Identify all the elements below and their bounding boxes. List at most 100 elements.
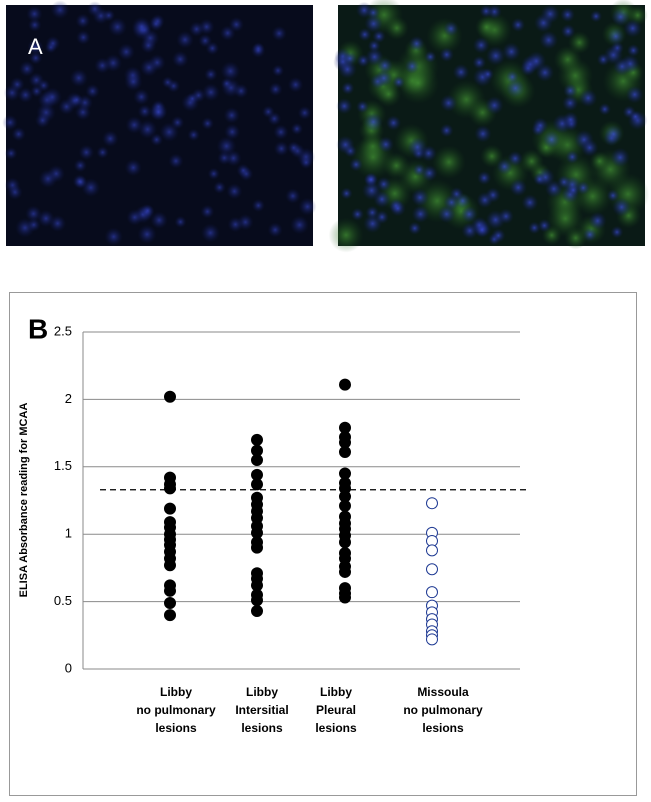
cell — [340, 187, 353, 200]
data-point — [251, 433, 263, 446]
cell — [474, 125, 492, 143]
cell — [223, 107, 240, 124]
x-tick-label: Pleural — [316, 703, 356, 717]
cell — [3, 84, 21, 102]
cell — [236, 163, 251, 178]
cell — [141, 204, 155, 218]
y-tick-label: 2.5 — [54, 323, 72, 338]
cell — [479, 4, 493, 18]
x-tick-label: no pulmonary — [403, 703, 483, 717]
cell — [439, 47, 455, 62]
cell — [566, 183, 580, 197]
cell — [338, 59, 357, 79]
cell — [411, 188, 429, 207]
cell — [268, 82, 283, 97]
data-point — [164, 596, 176, 609]
cell — [432, 145, 466, 179]
cell — [557, 175, 571, 189]
data-point — [251, 478, 263, 491]
cell — [226, 183, 243, 200]
cell — [505, 70, 519, 84]
cell — [408, 35, 425, 52]
cell — [363, 112, 383, 132]
cell — [598, 102, 612, 116]
cell — [94, 57, 111, 74]
cell — [472, 36, 490, 54]
cell — [375, 210, 389, 225]
cell — [521, 194, 539, 211]
cell — [11, 126, 26, 142]
cell — [250, 43, 266, 58]
cell — [328, 217, 364, 253]
cell — [603, 45, 624, 65]
y-tick-label: 2 — [65, 391, 72, 406]
x-tick-label: Intersitial — [235, 703, 288, 717]
cell — [356, 100, 369, 114]
cell — [78, 144, 95, 161]
cell — [171, 50, 189, 68]
cell — [481, 67, 495, 81]
cell — [297, 105, 312, 120]
chart-frame — [9, 292, 637, 796]
cell — [27, 39, 44, 55]
cell — [533, 172, 547, 186]
x-tick-label: lesions — [155, 721, 197, 735]
cell — [70, 93, 83, 107]
cell — [408, 221, 422, 235]
cell — [424, 50, 437, 63]
cell — [376, 176, 392, 192]
cell — [461, 222, 479, 240]
cell — [204, 67, 218, 82]
cell — [7, 184, 23, 200]
cell — [69, 68, 89, 88]
data-point — [426, 586, 438, 599]
cell — [29, 51, 43, 65]
cell — [540, 4, 560, 24]
x-tick-label: lesions — [241, 721, 283, 735]
data-point — [426, 544, 438, 557]
cell — [474, 222, 490, 238]
cell — [411, 205, 430, 223]
cell — [452, 63, 470, 81]
cell — [287, 141, 301, 155]
cell — [200, 223, 220, 243]
cell — [443, 21, 459, 37]
cell — [560, 7, 575, 23]
cell — [273, 124, 289, 140]
data-point — [339, 445, 351, 458]
cell — [273, 141, 289, 157]
data-point — [164, 584, 176, 597]
data-point — [251, 605, 263, 618]
cell — [285, 188, 301, 204]
cell — [567, 31, 591, 55]
cell — [290, 122, 304, 136]
cell — [107, 17, 127, 37]
cell — [580, 138, 599, 157]
cell — [139, 58, 159, 77]
cell — [404, 58, 420, 74]
cell — [87, 1, 103, 17]
cell — [486, 46, 506, 66]
cell — [187, 128, 200, 142]
cell — [17, 87, 34, 103]
cell — [207, 167, 220, 180]
cell — [205, 41, 220, 56]
cell — [365, 47, 384, 66]
cell — [341, 81, 355, 95]
cell — [137, 104, 152, 119]
cell — [539, 30, 559, 50]
data-point — [426, 563, 438, 576]
cell — [150, 104, 167, 121]
x-tick-label: Libby — [320, 685, 352, 699]
data-point — [251, 541, 263, 554]
cell — [476, 191, 494, 209]
cell — [133, 88, 150, 106]
cells — [2, 0, 650, 253]
cell — [611, 7, 630, 27]
y-tick-label: 1 — [65, 526, 72, 541]
cell — [336, 135, 355, 155]
cell — [34, 112, 51, 129]
cell — [117, 43, 135, 61]
cell — [443, 194, 460, 211]
data-point — [339, 565, 351, 578]
